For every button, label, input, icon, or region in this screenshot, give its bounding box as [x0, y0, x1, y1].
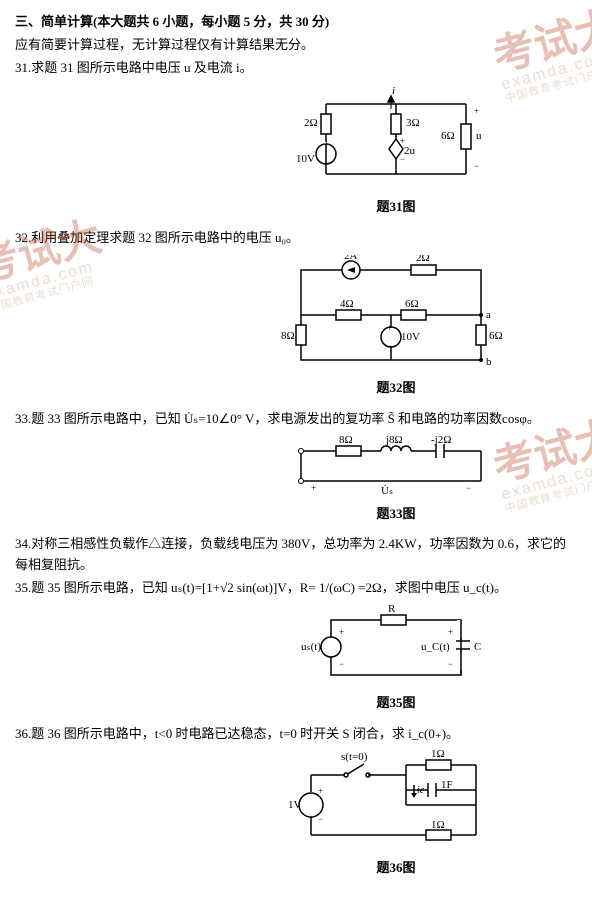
figure-31-caption: 题31图 — [376, 197, 415, 218]
figure-31: 2Ω 3Ω 6Ω 10V 2u i u + − + − + − 题31图 — [215, 84, 577, 218]
svg-text:−: − — [466, 483, 471, 493]
svg-text:−: − — [400, 154, 405, 164]
svg-text:8Ω: 8Ω — [339, 436, 353, 446]
svg-text:+: + — [318, 786, 323, 796]
figure-36-caption: 题36图 — [376, 858, 415, 879]
circuit-33: 8Ω j8Ω -j2Ω + U̇ₛ − — [286, 436, 506, 501]
question-34: 34.对称三相感性负载作△连接，负载线电压为 380V，总功率为 2.4KW，功… — [15, 534, 577, 576]
svg-text:R: R — [388, 605, 396, 615]
circuit-32: 2A 2Ω 4Ω 6Ω 8Ω 6Ω 10V a b + − — [281, 255, 511, 375]
svg-text:−: − — [474, 161, 479, 171]
svg-text:U̇ₛ: U̇ₛ — [381, 485, 393, 497]
svg-text:4Ω: 4Ω — [340, 298, 354, 310]
svg-text:1Ω: 1Ω — [431, 750, 445, 760]
svg-text:+: + — [448, 627, 453, 637]
figure-32: 2A 2Ω 4Ω 6Ω 8Ω 6Ω 10V a b + − 题32图 — [215, 255, 577, 399]
watermark-small: 中国教育考试门户网 — [0, 271, 113, 316]
svg-text:C: C — [474, 641, 481, 653]
figure-33-caption: 题33图 — [376, 504, 415, 525]
figure-35: R C uₛ(t) u_C(t) + − + − 题35图 — [215, 605, 577, 714]
svg-text:3Ω: 3Ω — [406, 117, 420, 129]
question-33: 33.题 33 图所示电路中，已知 U̇ₛ=10∠0° V，求电源发出的复功率 … — [15, 409, 577, 430]
svg-text:1V: 1V — [288, 799, 302, 811]
question-36: 36.题 36 图所示电路中，t<0 时电路已达稳态，t=0 时开关 S 闭合，… — [15, 724, 577, 745]
svg-text:1Ω: 1Ω — [431, 819, 445, 831]
question-32: 32.利用叠加定理求题 32 图所示电路中的电压 u₀。 — [15, 228, 577, 249]
question-31: 31.求题 31 图所示电路中电压 u 及电流 i。 — [15, 58, 577, 79]
watermark-big: 考试大 — [0, 215, 106, 288]
svg-text:s(t=0): s(t=0) — [341, 751, 368, 763]
svg-text:−: − — [324, 158, 329, 168]
svg-text:6Ω: 6Ω — [405, 298, 419, 310]
figure-36: s(t=0) 1Ω 1F ic 1Ω 1V + − 题36图 — [215, 750, 577, 879]
section-title: 三、简单计算(本大题共 6 小题，每小题 5 分，共 30 分) — [15, 12, 577, 33]
svg-text:b: b — [486, 356, 492, 368]
figure-35-caption: 题35图 — [376, 693, 415, 714]
circuit-35: R C uₛ(t) u_C(t) + − + − — [301, 605, 491, 690]
svg-text:-j2Ω: -j2Ω — [431, 436, 451, 446]
svg-text:u_C(t): u_C(t) — [421, 641, 450, 653]
svg-text:+: + — [339, 627, 344, 637]
svg-text:a: a — [486, 309, 491, 321]
svg-text:+: + — [311, 483, 316, 493]
svg-text:2Ω: 2Ω — [416, 255, 430, 264]
svg-text:i: i — [392, 85, 395, 97]
svg-text:+: + — [474, 106, 479, 116]
figure-33: 8Ω j8Ω -j2Ω + U̇ₛ − 题33图 — [215, 436, 577, 525]
svg-text:+: + — [324, 139, 329, 149]
instruction: 应有简要计算过程，无计算过程仅有计算结果无分。 — [15, 35, 577, 56]
svg-text:10V: 10V — [401, 331, 420, 343]
svg-text:ic: ic — [417, 785, 425, 796]
circuit-36: s(t=0) 1Ω 1F ic 1Ω 1V + − — [286, 750, 506, 855]
svg-text:1F: 1F — [441, 779, 453, 791]
svg-text:uₛ(t): uₛ(t) — [301, 641, 321, 653]
svg-text:2A: 2A — [344, 255, 358, 262]
svg-text:10V: 10V — [296, 153, 315, 165]
svg-text:−: − — [339, 659, 344, 669]
question-35: 35.题 35 图所示电路，已知 uₛ(t)=[1+√2 sin(ωt)]V，R… — [15, 578, 577, 599]
svg-text:−: − — [387, 341, 392, 351]
svg-text:6Ω: 6Ω — [441, 130, 455, 142]
watermark-mid: examda.com — [0, 255, 110, 303]
svg-text:u: u — [476, 130, 482, 142]
svg-text:−: − — [318, 814, 323, 824]
circuit-31: 2Ω 3Ω 6Ω 10V 2u i u + − + − + − — [296, 84, 496, 194]
svg-text:−: − — [448, 659, 453, 669]
figure-32-caption: 题32图 — [376, 378, 415, 399]
svg-text:j8Ω: j8Ω — [385, 436, 403, 446]
svg-text:2Ω: 2Ω — [304, 117, 318, 129]
svg-text:+: + — [387, 323, 392, 333]
svg-text:2u: 2u — [404, 145, 416, 157]
svg-text:6Ω: 6Ω — [489, 330, 503, 342]
svg-text:8Ω: 8Ω — [281, 330, 295, 342]
svg-text:+: + — [400, 136, 405, 146]
